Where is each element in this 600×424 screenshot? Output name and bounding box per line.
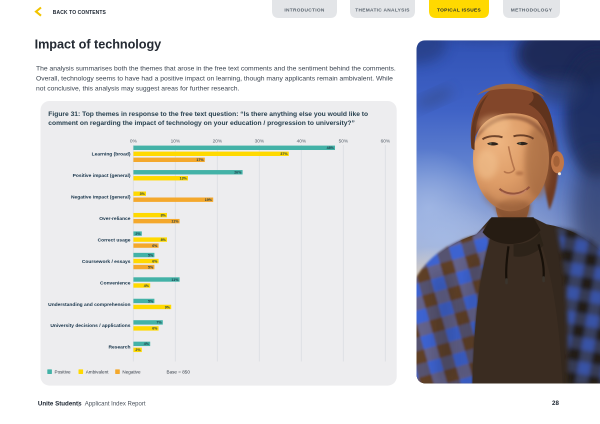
svg-text:3%: 3%	[140, 192, 146, 196]
svg-text:TOPICAL ISSUES: TOPICAL ISSUES	[437, 7, 482, 13]
svg-text:Convenience: Convenience	[100, 280, 131, 286]
svg-text:Figure 31: Top themes in respo: Figure 31: Top themes in response to the…	[48, 111, 368, 118]
svg-text:17%: 17%	[196, 158, 204, 162]
svg-text:2%: 2%	[135, 348, 141, 352]
svg-text:comment on regarding the impac: comment on regarding the impact of techn…	[48, 120, 355, 127]
svg-text:20%: 20%	[213, 139, 223, 145]
svg-text:2%: 2%	[135, 232, 141, 236]
svg-text:Positive: Positive	[55, 369, 72, 374]
svg-text:Research: Research	[108, 345, 130, 351]
svg-text:5%: 5%	[148, 299, 154, 303]
svg-text:60%: 60%	[381, 139, 391, 145]
svg-text:Correct usage: Correct usage	[98, 237, 131, 243]
svg-text:6%: 6%	[152, 259, 158, 263]
svg-text:19%: 19%	[205, 198, 213, 202]
svg-text:Overall, technology seems to h: Overall, technology seems to have had a …	[36, 76, 393, 83]
svg-text:|: |	[78, 400, 80, 407]
svg-text:Negative: Negative	[122, 369, 141, 374]
svg-text:9%: 9%	[165, 305, 171, 309]
svg-text:8%: 8%	[161, 238, 167, 242]
svg-text:7%: 7%	[156, 321, 162, 325]
svg-text:not conclusive, this analysis: not conclusive, this analysis may sugges…	[36, 86, 239, 93]
svg-text:5%: 5%	[148, 253, 154, 257]
svg-text:4%: 4%	[144, 342, 150, 346]
svg-text:37%: 37%	[280, 152, 288, 156]
svg-text:48%: 48%	[327, 146, 335, 150]
svg-text:Applicant Index Report: Applicant Index Report	[85, 401, 146, 407]
svg-text:11%: 11%	[171, 278, 179, 282]
svg-text:INTRODUCTION: INTRODUCTION	[284, 7, 325, 13]
svg-text:50%: 50%	[339, 139, 349, 145]
svg-text:Learning (broad): Learning (broad)	[92, 152, 131, 158]
svg-text:6%: 6%	[152, 244, 158, 248]
svg-text:4%: 4%	[144, 284, 150, 288]
svg-text:METHODOLOGY: METHODOLOGY	[511, 7, 553, 13]
svg-text:THEMATIC ANALYSIS: THEMATIC ANALYSIS	[355, 7, 410, 13]
svg-text:Impact of technology: Impact of technology	[35, 38, 162, 52]
svg-text:13%: 13%	[180, 177, 188, 181]
svg-text:5%: 5%	[148, 265, 154, 269]
svg-text:Ambivalent: Ambivalent	[86, 369, 109, 374]
svg-text:28: 28	[552, 400, 559, 407]
svg-text:30%: 30%	[255, 139, 265, 145]
svg-text:26%: 26%	[234, 171, 242, 175]
svg-text:Understanding and comprehensio: Understanding and comprehension	[48, 302, 130, 308]
svg-text:Over-reliance: Over-reliance	[99, 216, 131, 222]
svg-text:11%: 11%	[171, 219, 179, 223]
svg-text:Negative impact (general): Negative impact (general)	[71, 195, 131, 201]
svg-text:The analysis summarises both t: The analysis summarises both the themes …	[36, 66, 396, 73]
svg-text:0%: 0%	[130, 139, 138, 145]
svg-text:6%: 6%	[152, 327, 158, 331]
svg-text:Coursework / essays: Coursework / essays	[82, 259, 131, 265]
svg-text:University decisions / applica: University decisions / applications	[50, 323, 130, 329]
svg-text:BACK TO CONTENTS: BACK TO CONTENTS	[53, 10, 107, 16]
svg-text:Unite Students: Unite Students	[38, 400, 82, 407]
svg-text:Positive impact (general): Positive impact (general)	[73, 173, 131, 179]
svg-text:8%: 8%	[161, 213, 167, 217]
svg-text:40%: 40%	[297, 139, 307, 145]
svg-text:Base = 850: Base = 850	[167, 369, 191, 374]
svg-text:10%: 10%	[171, 139, 181, 145]
